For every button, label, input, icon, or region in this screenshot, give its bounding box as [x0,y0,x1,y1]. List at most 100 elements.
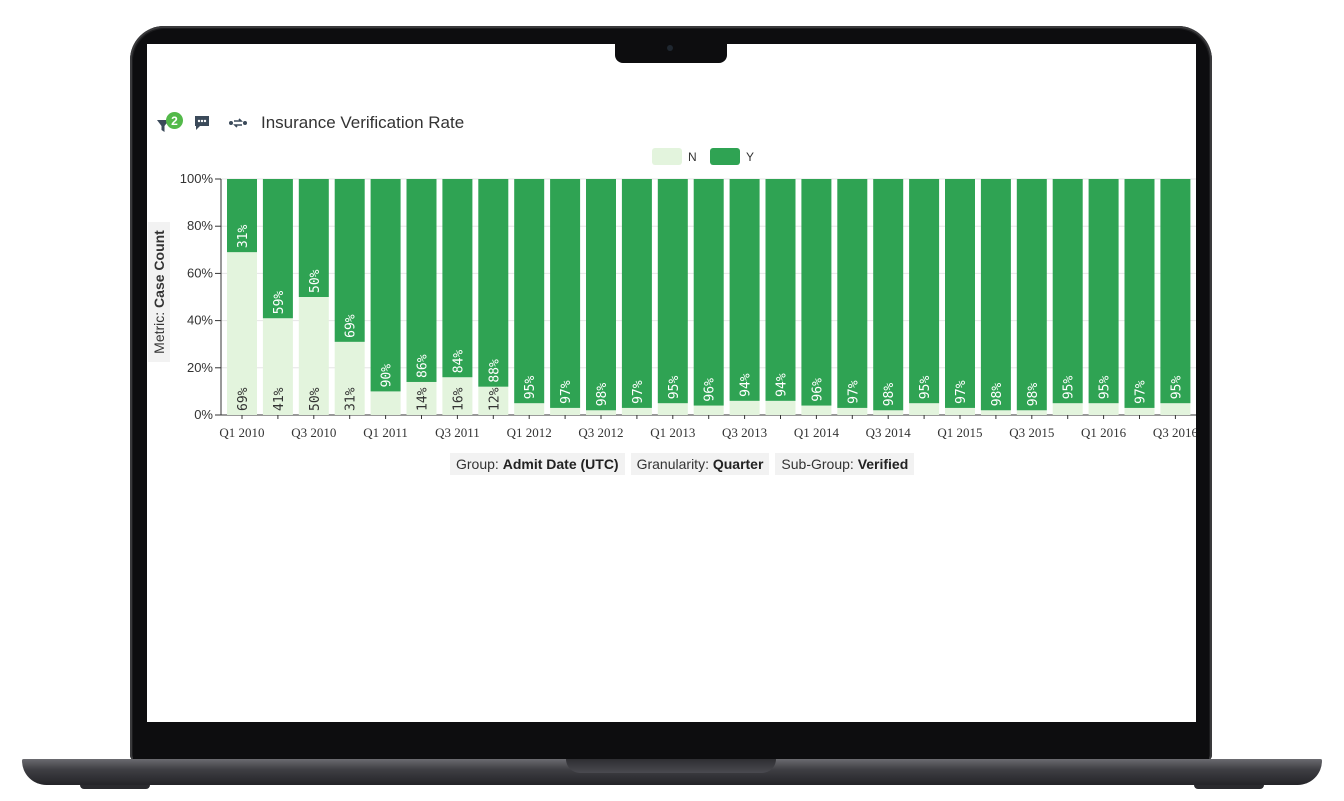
bar-N [837,407,868,415]
comment-icon [195,116,209,130]
data-label-Y: 86% [416,354,431,378]
data-label-Y: 90% [380,364,395,388]
x-tick-label: Q1 2016 [1081,425,1127,440]
laptop-base-notch [566,759,776,773]
data-label-Y: 97% [846,380,861,404]
link-icon [229,118,247,128]
bar-N [1160,403,1191,415]
bar-Y [873,179,904,411]
bar-Y [657,179,688,404]
data-label-N: 31% [344,387,359,411]
data-label-N: 14% [416,387,431,411]
bar-N [657,403,688,415]
bar-N [298,297,329,415]
data-label-Y: 69% [344,314,359,338]
x-tick-label: Q1 2014 [794,425,840,440]
laptop-chin [133,722,1209,760]
x-tick-label: Q3 2012 [578,425,623,440]
y-axis-label: Metric: Case Count [151,230,167,354]
bar-N [765,400,796,415]
bar-N [909,403,940,415]
bar-N [1016,410,1047,415]
bar-Y [693,179,724,406]
bar-N [514,403,545,415]
y-tick-label: 20% [187,360,213,375]
legend-swatch-N [652,148,682,165]
x-tick-label: Q3 2013 [722,425,767,440]
bar-Y [837,179,868,408]
y-axis-label-box [148,222,170,362]
bar-N [550,407,581,415]
bar-N [945,407,975,415]
bar-Y [227,179,257,253]
legend-swatch-Y [710,148,740,165]
bar-N [1052,403,1083,415]
bar-Y [1052,179,1083,404]
laptop-foot-right [1194,785,1264,789]
y-tick-label: 60% [187,265,213,280]
bar-Y [980,179,1011,411]
comment-button[interactable] [193,114,211,137]
granularity-tag-value: Quarter [712,456,764,472]
y-tick-label: 0% [194,407,213,422]
data-label-Y: 98% [882,383,897,407]
data-label-Y: 95% [918,376,933,400]
data-label-Y: 94% [739,373,754,397]
bar-N [980,410,1011,415]
legend-label-Y: Y [746,150,754,164]
subgroup-tag-value: Verified [857,456,909,472]
data-label-Y: 95% [1098,376,1113,400]
data-label-Y: 95% [1062,376,1077,400]
data-label-Y: 98% [595,383,610,407]
bar-N [693,405,724,415]
x-tick-label: Q3 2014 [866,425,912,440]
subgroup-tag[interactable]: Sub-Group: Verified [775,453,915,475]
bar-Y [334,179,365,342]
bar-Y [478,179,509,387]
granularity-tag[interactable]: Granularity: Quarter [630,453,770,475]
bar-Y [1160,179,1191,404]
legend-label-N: N [688,150,697,164]
camera-icon [667,45,673,51]
data-label-Y: 97% [1134,380,1149,404]
data-label-Y: 95% [523,376,538,400]
bar-N [370,391,401,415]
y-tick-label: 40% [187,313,213,328]
x-tick-label: Q1 2012 [507,425,552,440]
x-tick-label: Q3 2010 [291,425,336,440]
granularity-tag-label: Granularity: [636,456,709,472]
camera-notch [615,42,727,63]
x-tick-label: Q1 2015 [937,425,982,440]
subgroup-tag-label: Sub-Group: [781,456,854,472]
data-label-Y: 95% [667,376,682,400]
chart-title: Insurance Verification Rate [261,113,465,132]
bar-Y [1016,179,1047,411]
bar-Y [945,179,975,408]
chart-config-tags: Group: Admit Date (UTC) Granularity: Qua… [450,453,915,475]
bar-N [729,400,760,415]
x-tick-label: Q1 2013 [650,425,695,440]
bar-Y [1124,179,1155,408]
bar-Y [909,179,940,404]
filter-button[interactable]: 2 [156,112,183,138]
data-label-Y: 95% [1169,376,1184,400]
x-tick-label: Q3 2011 [435,425,480,440]
bar-Y [406,179,437,382]
x-tick-label: Q1 2011 [363,425,408,440]
link-button[interactable] [228,116,248,135]
group-tag[interactable]: Group: Admit Date (UTC) [450,453,625,475]
bar-Y [550,179,581,408]
bar-N [442,377,473,415]
bar-N [478,386,509,415]
data-label-Y: 97% [559,380,574,404]
bar-Y [586,179,616,411]
y-tick-label: 100% [180,171,214,186]
bar-N [1088,403,1119,415]
filter-count-badge: 2 [166,112,183,129]
bar-N [334,341,365,415]
laptop-foot-left [80,785,150,789]
data-label-Y: 50% [308,269,323,293]
data-label-N: 41% [272,387,287,411]
bar-N [621,407,652,415]
